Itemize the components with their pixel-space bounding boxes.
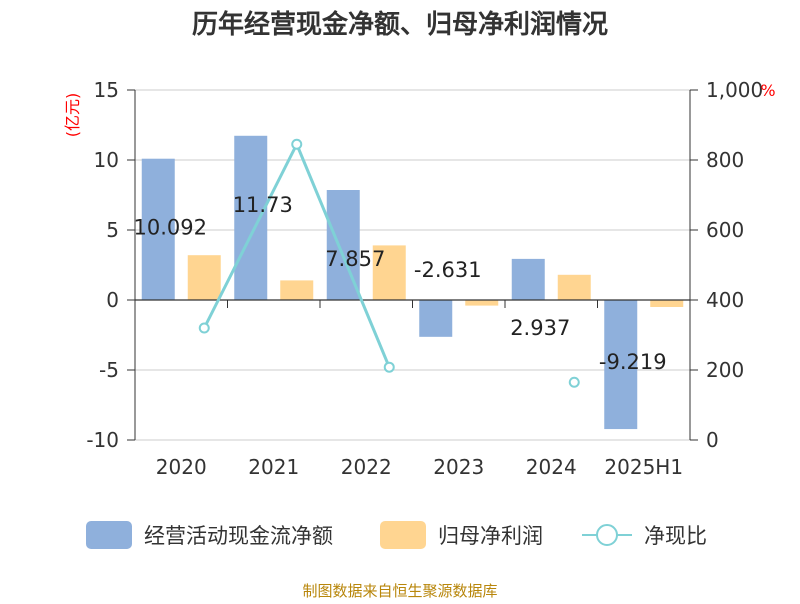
net-profit-bar xyxy=(465,300,499,306)
category-label: 2020 xyxy=(156,455,207,479)
cashflow-bar xyxy=(419,300,453,337)
left-tick-label: 15 xyxy=(94,78,119,102)
category-label: 2024 xyxy=(526,455,577,479)
legend-label: 归母净利润 xyxy=(438,524,543,548)
right-axis-unit: % xyxy=(760,81,775,100)
axes: 15 10 5 0 -5 -10 1,000 800 600 400 200 0 2020 2021 202… xyxy=(86,78,763,479)
right-tick-label: 200 xyxy=(706,358,744,382)
bar-data-label: 2.937 xyxy=(510,316,570,340)
bar-data-label: -9.219 xyxy=(599,350,667,374)
bar-data-label: 7.857 xyxy=(325,247,385,271)
right-tick-label: 0 xyxy=(706,428,719,452)
category-label: 2025H1 xyxy=(604,455,683,479)
legend-marker-ratio xyxy=(596,524,618,546)
net-profit-bar xyxy=(372,245,406,300)
cashflow-bar xyxy=(511,258,545,300)
left-tick-label: 0 xyxy=(106,288,119,312)
cashflow-bar xyxy=(234,135,268,300)
right-tick-label: 400 xyxy=(706,288,744,312)
ratio-point xyxy=(198,322,210,334)
net-profit-bar xyxy=(187,255,221,300)
cashflow-bar xyxy=(141,158,175,300)
left-axis-unit: (亿元) xyxy=(63,93,82,138)
right-tick-label: 600 xyxy=(706,218,744,242)
bar-data-label: -2.631 xyxy=(414,258,482,282)
cashflow-bar xyxy=(604,300,638,430)
net-profit-bar xyxy=(557,274,591,300)
bar-data-label: 10.092 xyxy=(134,216,207,240)
left-tick-label: -5 xyxy=(99,358,119,382)
ratio-line xyxy=(198,138,580,388)
left-tick-label: 5 xyxy=(106,218,119,242)
ratio-point xyxy=(383,361,395,373)
right-tick-label: 1,000 xyxy=(706,78,763,102)
left-tick-label: 10 xyxy=(94,148,119,172)
category-label: 2023 xyxy=(433,455,484,479)
legend-label: 经营活动现金流净额 xyxy=(144,524,333,548)
category-label: 2022 xyxy=(341,455,392,479)
data-labels: 10.092 11.73 7.857 -2.631 2.937 -9.219 xyxy=(134,193,667,374)
ratio-point xyxy=(291,138,303,150)
right-tick-label: 800 xyxy=(706,148,744,172)
category-label: 2021 xyxy=(248,455,299,479)
bars xyxy=(141,135,684,430)
chart-title: 历年经营现金净额、归母净利润情况 xyxy=(192,9,608,40)
ratio-point xyxy=(568,376,580,388)
bar-data-label: 11.73 xyxy=(233,193,293,217)
legend-swatch-net-profit xyxy=(380,521,426,549)
left-tick-label: -10 xyxy=(86,428,119,452)
source-note: 制图数据来自恒生聚源数据库 xyxy=(302,582,497,600)
net-profit-bar xyxy=(280,280,314,300)
net-profit-bar xyxy=(650,300,684,307)
legend-label: 净现比 xyxy=(644,524,707,548)
legend-swatch-cashflow xyxy=(86,521,132,549)
legend: 经营活动现金流净额 归母净利润 净现比 xyxy=(86,521,707,549)
